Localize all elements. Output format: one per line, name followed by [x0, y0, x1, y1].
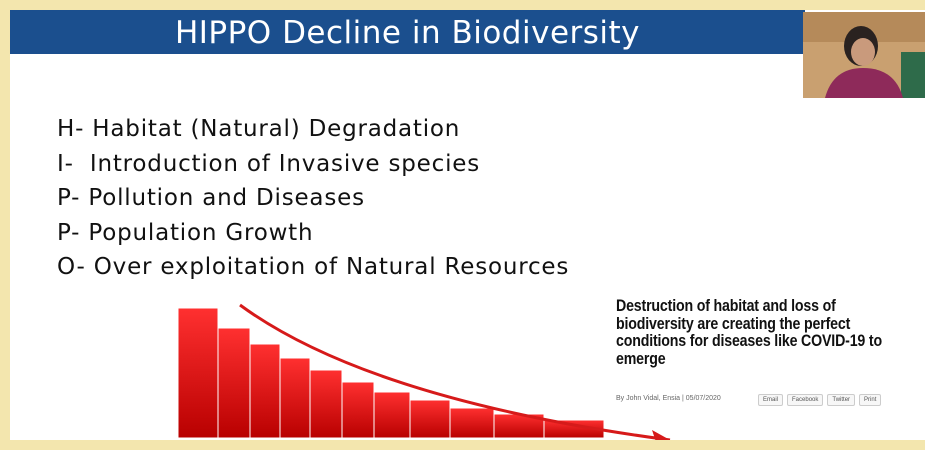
item-list: H- Habitat (Natural) Degradation I- Intr… — [57, 112, 569, 285]
list-item: I- Introduction of Invasive species — [57, 150, 480, 177]
slide: HIPPO Decline in Biodiversity H- Habitat… — [10, 10, 925, 440]
article-byline: By John Vidal, Ensia | 05/07/2020 — [616, 395, 721, 402]
article-headline: Destruction of habitat and loss of biodi… — [616, 297, 882, 368]
share-button[interactable]: Email — [758, 394, 784, 406]
list-item: P- Pollution and Diseases — [57, 185, 365, 211]
article: Destruction of habitat and loss of biodi… — [616, 297, 916, 368]
share-buttons: Email Facebook Twitter Print — [758, 394, 882, 406]
decline-graphic — [177, 303, 671, 440]
list-item: H- Habitat (Natural) Degradation — [57, 116, 461, 142]
share-button[interactable]: Print — [859, 394, 882, 406]
list-item: O- Over exploitation of Natural Resource… — [57, 254, 570, 280]
list-item: P- Population Growth — [57, 219, 314, 246]
share-button[interactable]: Facebook — [787, 394, 824, 406]
share-button[interactable]: Twitter — [827, 394, 856, 406]
slide-title: HIPPO Decline in Biodiversity — [10, 10, 805, 54]
webcam-feed — [803, 12, 925, 98]
